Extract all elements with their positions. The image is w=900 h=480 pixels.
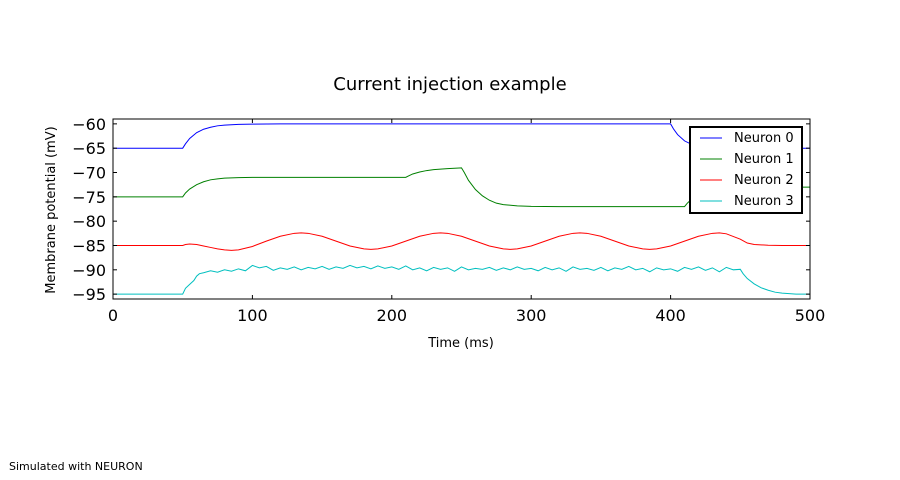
series-line-2	[113, 232, 810, 251]
y-tick-label: −80	[72, 212, 106, 231]
x-tick-label: 200	[377, 306, 408, 325]
y-tick-label: −75	[72, 188, 106, 207]
y-tick-label: −95	[72, 285, 106, 304]
x-tick-label: 300	[516, 306, 547, 325]
legend-label-2: Neuron 2	[734, 173, 794, 188]
legend-label-3: Neuron 3	[734, 194, 794, 209]
chart-title: Current injection example	[333, 74, 566, 95]
axis-ticks: 0 100 200 300 400 500 −60 −65 −70 −75 −80 −85 −90 −95	[72, 115, 825, 325]
y-tick-label: −90	[72, 261, 106, 280]
x-tick-label: 400	[655, 306, 686, 325]
x-tick-label: 0	[108, 306, 118, 325]
x-axis-label: Time (ms)	[427, 336, 494, 351]
axes-frame	[112, 118, 811, 300]
legend: Neuron 0 Neuron 1 Neuron 2 Neuron 3	[689, 126, 803, 214]
legend-box	[689, 126, 803, 214]
y-tick-label: −60	[72, 115, 106, 134]
y-tick-label: −70	[72, 164, 106, 183]
x-tick-label: 500	[795, 306, 826, 325]
footer-note: Simulated with NEURON	[9, 460, 143, 473]
y-tick-label: −65	[72, 139, 106, 158]
legend-label-0: Neuron 0	[734, 131, 794, 146]
series-line-3	[113, 264, 810, 295]
x-tick-label: 100	[237, 306, 268, 325]
y-tick-label: −85	[72, 236, 106, 255]
y-axis-label: Membrane potential (mV)	[44, 126, 59, 293]
legend-label-1: Neuron 1	[734, 152, 794, 167]
